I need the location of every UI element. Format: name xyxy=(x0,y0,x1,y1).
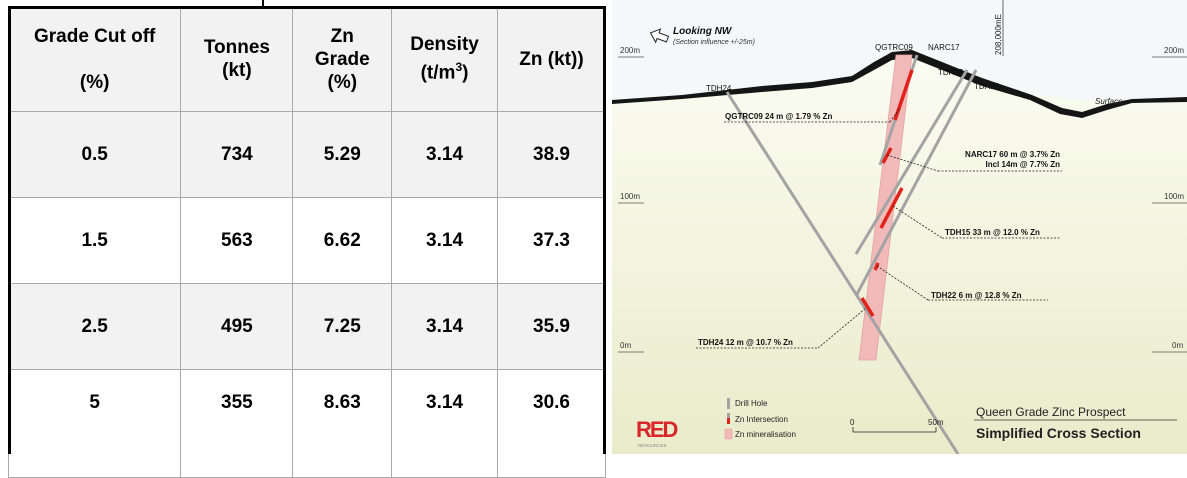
collar-label-narc17: NARC17 xyxy=(928,43,960,52)
legend-drill-hole-label: Drill Hole xyxy=(735,399,768,408)
legend-drill-hole-swatch xyxy=(727,398,730,409)
rl-100-label-right: 100m xyxy=(1164,192,1184,201)
table-frame-top xyxy=(8,6,606,9)
rl-0-label: 0m xyxy=(620,341,631,350)
cell-density: 3.14 xyxy=(391,369,498,478)
cell-cutoff: 5 xyxy=(7,369,182,478)
collar-label-qgtrc09: QGTRC09 xyxy=(875,43,913,52)
table-row: 2.5 495 7.25 3.14 35.9 xyxy=(7,283,607,370)
scale-end-label: 50m xyxy=(928,418,944,427)
table-header-row: Grade Cut off (%) Tonnes (kt) Zn Grade (%) D… xyxy=(7,6,607,112)
cell-zn-kt: 30.6 xyxy=(496,369,607,478)
rl-200-label: 200m xyxy=(620,46,640,55)
cell-tonnes: 563 xyxy=(180,197,294,284)
header-zn-grade: Zn Grade (%) xyxy=(292,6,393,112)
cell-density: 3.14 xyxy=(391,111,498,198)
cross-section-diagram: 200m 200m 100m 100m 0m 0m 208,000mE Look… xyxy=(612,0,1187,454)
section-title: Simplified Cross Section xyxy=(976,425,1141,441)
cell-grade: 8.63 xyxy=(292,369,393,478)
drill-hole-tdh22 xyxy=(854,69,978,297)
cell-cutoff: 1.5 xyxy=(7,197,182,284)
drill-hole-tdh15 xyxy=(854,69,969,255)
legend-zn-mineralisation-swatch xyxy=(724,428,733,440)
zn-intersection-tdh24 xyxy=(860,297,875,317)
collar-label-tdh15: TDH15 xyxy=(938,68,964,77)
leader-tdh15 xyxy=(892,205,943,239)
intercept-tdh24: TDH24 12 m @ 10.7 % Zn xyxy=(698,338,793,347)
easting-label: 208,000mE xyxy=(994,14,1003,55)
intercept-narc17-incl: Incl 14m @ 7.7% Zn xyxy=(986,160,1061,169)
zn-intersection-tdh15 xyxy=(879,187,904,229)
looking-arrow-icon xyxy=(649,28,670,44)
surface-label: Surface xyxy=(1095,97,1123,106)
header-grade-cutoff: Grade Cut off (%) xyxy=(7,6,182,112)
zn-intersection-qgtrc09 xyxy=(893,69,914,121)
intercept-tdh22: TDH22 6 m @ 12.8 % Zn xyxy=(931,291,1022,300)
legend: Drill Hole Zn Intersection Zn mineralisa… xyxy=(724,398,796,440)
collar-label-tdh22: TDH22 xyxy=(974,82,1000,91)
cell-tonnes: 355 xyxy=(180,369,294,478)
header-zn-kt: Zn (kt)) xyxy=(496,6,607,112)
prospect-title: Queen Grade Zinc Prospect xyxy=(976,405,1126,419)
drill-hole-tdh24 xyxy=(725,91,960,454)
scale-bar: 0 50m xyxy=(850,418,944,433)
table-top-tick xyxy=(262,0,264,6)
collar-label-tdh24: TDH24 xyxy=(706,84,732,93)
cell-tonnes: 495 xyxy=(180,283,294,370)
svg-text:RED: RED xyxy=(636,417,678,442)
legend-zn-intersection-label: Zn Intersection xyxy=(735,415,788,424)
table-row: 5 355 8.63 3.14 30.6 xyxy=(7,369,607,478)
cell-grade: 5.29 xyxy=(292,111,393,198)
cell-zn-kt: 37.3 xyxy=(496,197,607,284)
surface-profile xyxy=(612,50,1187,118)
cell-cutoff: 0.5 xyxy=(7,111,182,198)
rl-100-label: 100m xyxy=(620,192,640,201)
svg-text:RESOURCES: RESOURCES xyxy=(638,443,667,448)
cell-density: 3.14 xyxy=(391,197,498,284)
scale-start-label: 0 xyxy=(850,418,855,427)
header-density: Density (t/m3) xyxy=(391,6,498,112)
cell-zn-kt: 35.9 xyxy=(496,283,607,370)
red-resources-logo: RED RESOURCES xyxy=(636,417,680,448)
intercept-qgtrc09: QGTRC09 24 m @ 1.79 % Zn xyxy=(725,112,833,121)
table-row: 0.5 734 5.29 3.14 38.9 xyxy=(7,111,607,198)
cell-tonnes: 734 xyxy=(180,111,294,198)
header-tonnes: Tonnes (kt) xyxy=(180,6,294,112)
resource-table: Grade Cut off (%) Tonnes (kt) Zn Grade (%) D… xyxy=(7,6,607,478)
zn-intersection-narc17 xyxy=(881,147,893,164)
cell-cutoff: 2.5 xyxy=(7,283,182,370)
looking-label: Looking NW xyxy=(673,26,733,37)
leader-narc17 xyxy=(886,154,939,172)
cell-zn-kt: 38.9 xyxy=(496,111,607,198)
rl-200-label-right: 200m xyxy=(1164,46,1184,55)
rl-0-label-right: 0m xyxy=(1172,341,1183,350)
cell-grade: 7.25 xyxy=(292,283,393,370)
intercept-narc17: NARC17 60 m @ 3.7% Zn xyxy=(965,150,1060,159)
section-influence-label: (Section influence +/-25m) xyxy=(673,39,755,46)
intercept-tdh15: TDH15 33 m @ 12.0 % Zn xyxy=(945,228,1040,237)
ground-area xyxy=(612,50,1187,454)
table-frame-left xyxy=(8,6,11,454)
zn-intersection-tdh22 xyxy=(873,262,880,271)
cell-density: 3.14 xyxy=(391,283,498,370)
table-row: 1.5 563 6.62 3.14 37.3 xyxy=(7,197,607,284)
table-frame-right xyxy=(603,6,606,454)
legend-zn-mineralisation-label: Zn mineralisation xyxy=(735,430,796,439)
cell-grade: 6.62 xyxy=(292,197,393,284)
